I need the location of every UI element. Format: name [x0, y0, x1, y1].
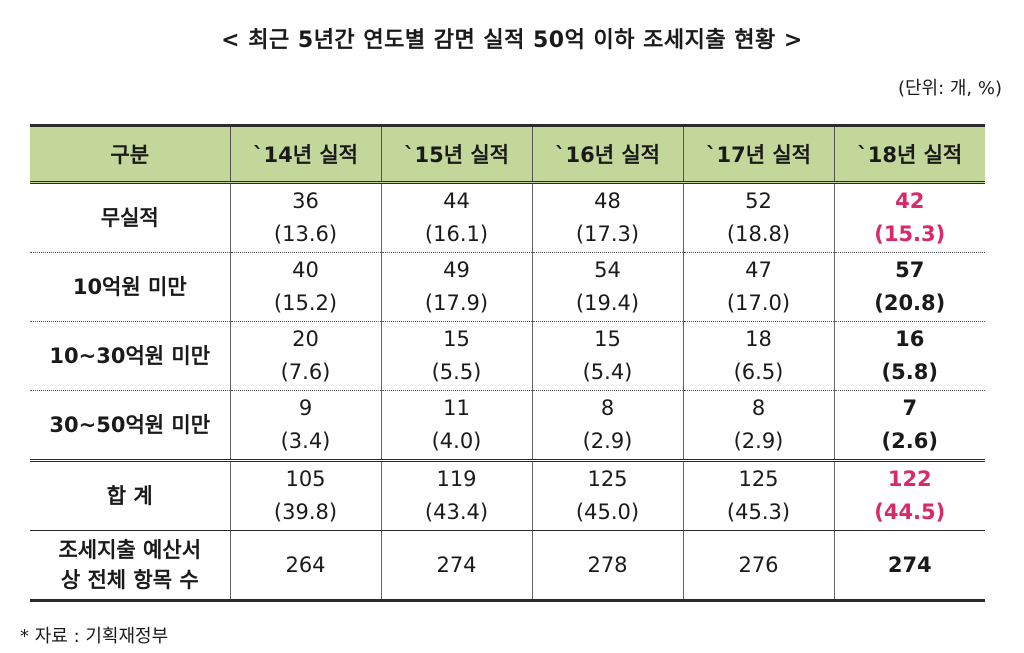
table-cell: 15 (5.4)	[531, 321, 683, 391]
table-cell: 36 (13.6)	[229, 182, 381, 253]
row-label: 10~30억원 미만	[30, 321, 230, 391]
table-row: 30~50억원 미만 9 (3.4) 11 (4.0) 8 (2.9) 8 (2.9) …	[30, 390, 985, 462]
table-cell: 278	[531, 530, 683, 602]
table-cell: 42 (15.3)	[833, 182, 985, 253]
row-label: 조세지출 예산서 상 전체 항목 수	[30, 530, 230, 602]
row-label: 무실적	[30, 182, 230, 253]
unit-note: (단위: 개, %)	[897, 78, 1002, 99]
row-label: 30~50억원 미만	[30, 390, 230, 462]
table-cell: 276	[682, 530, 834, 602]
header-2017: `17년 실적	[682, 124, 834, 184]
table-cell: 49 (17.9)	[380, 252, 532, 322]
total-row: 합 계 105 (39.8) 119 (43.4) 125 (45.0) 125 (45…	[30, 460, 985, 531]
header-2014: `14년 실적	[229, 124, 381, 184]
budget-row: 조세지출 예산서 상 전체 항목 수 264 274 278 276 274	[30, 530, 985, 602]
table-cell: 44 (16.1)	[380, 182, 532, 253]
table-cell: 11 (4.0)	[380, 390, 532, 462]
table-cell: 8 (2.9)	[682, 390, 834, 462]
table-cell: 57 (20.8)	[833, 252, 985, 322]
table-title: < 최근 5년간 연도별 감면 실적 50억 이하 조세지출 현황 >	[221, 28, 803, 53]
header-2016: `16년 실적	[531, 124, 683, 184]
table-cell: 48 (17.3)	[531, 182, 683, 253]
tax-expenditure-table: 구분 `14년 실적 `15년 실적 `16년 실적 `17년 실적 `18년 …	[30, 124, 985, 602]
table-cell: 274	[380, 530, 532, 602]
table-cell: 18 (6.5)	[682, 321, 834, 391]
table-cell: 264	[229, 530, 381, 602]
table-row: 10억원 미만 40 (15.2) 49 (17.9) 54 (19.4) 47 (17…	[30, 252, 985, 322]
table-cell: 105 (39.8)	[229, 460, 381, 531]
table-cell: 40 (15.2)	[229, 252, 381, 322]
table-cell: 16 (5.8)	[833, 321, 985, 391]
table-cell: 274	[833, 530, 985, 602]
table-cell: 47 (17.0)	[682, 252, 834, 322]
table-cell: 52 (18.8)	[682, 182, 834, 253]
table-cell: 54 (19.4)	[531, 252, 683, 322]
header-2015: `15년 실적	[380, 124, 532, 184]
source-note: * 자료 : 기획재정부	[20, 626, 169, 647]
table-cell: 15 (5.5)	[380, 321, 532, 391]
header-row: 구분 `14년 실적 `15년 실적 `16년 실적 `17년 실적 `18년 …	[30, 124, 985, 184]
table-cell: 20 (7.6)	[229, 321, 381, 391]
table-row: 무실적 36 (13.6) 44 (16.1) 48 (17.3) 52 (18.8) …	[30, 182, 985, 253]
header-category: 구분	[30, 124, 230, 184]
table-cell: 119 (43.4)	[380, 460, 532, 531]
table-cell: 9 (3.4)	[229, 390, 381, 462]
table-cell: 7 (2.6)	[833, 390, 985, 462]
header-2018: `18년 실적	[833, 124, 985, 184]
table-cell: 125 (45.3)	[682, 460, 834, 531]
table-cell: 8 (2.9)	[531, 390, 683, 462]
table-cell: 125 (45.0)	[531, 460, 683, 531]
row-label: 합 계	[30, 460, 230, 531]
table-row: 10~30억원 미만 20 (7.6) 15 (5.5) 15 (5.4) 18 (6.…	[30, 321, 985, 391]
row-label: 10억원 미만	[30, 252, 230, 322]
table-cell: 122 (44.5)	[833, 460, 985, 531]
